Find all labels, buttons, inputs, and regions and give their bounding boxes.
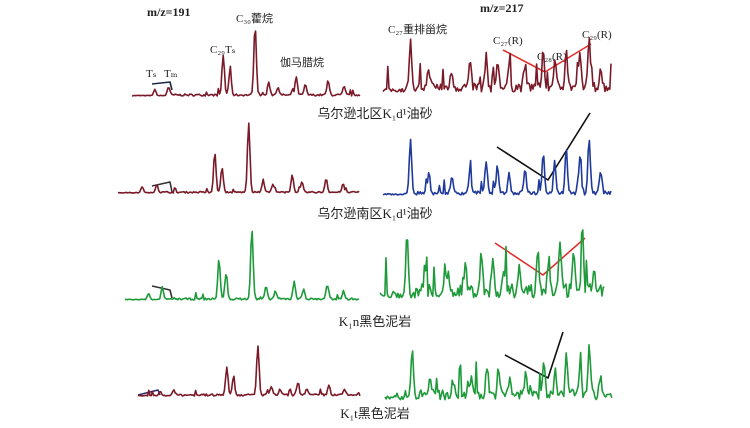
header: m/z=191 (147, 5, 191, 19)
header: m/z=217 (480, 1, 524, 15)
caption: K₁n黑色泥岩 (339, 314, 411, 329)
caption: K₁t黑色泥岩 (340, 406, 410, 421)
peak-label: 伽马腊烷 (280, 55, 324, 69)
peak-label: C₂₇(R) (493, 35, 523, 47)
chromatogram-trace (379, 229, 605, 299)
caption: 乌尔逊南区K₁d¹油砂 (317, 206, 432, 221)
chromatogram-trace (131, 30, 361, 97)
peak-label: Tₘ (164, 68, 178, 80)
caption: 乌尔逊北区K₁d¹油砂 (317, 106, 432, 121)
peak-label: C₂₇重排甾烷 (388, 22, 447, 36)
chromatogram-trace (384, 343, 613, 401)
peak-label: C₃₀藿烷 (236, 11, 273, 25)
chromatogram-trace (137, 345, 361, 397)
chromatogram-trace (118, 122, 360, 194)
chromatogram-trace (124, 230, 360, 301)
chromatogram-trace (382, 138, 612, 196)
chromatogram-trace (382, 37, 612, 93)
peak-label: Tₛ (146, 68, 157, 80)
peak-label: C₂₉Tₛ (210, 44, 236, 56)
peak-label: C₂₉(R) (582, 29, 612, 41)
